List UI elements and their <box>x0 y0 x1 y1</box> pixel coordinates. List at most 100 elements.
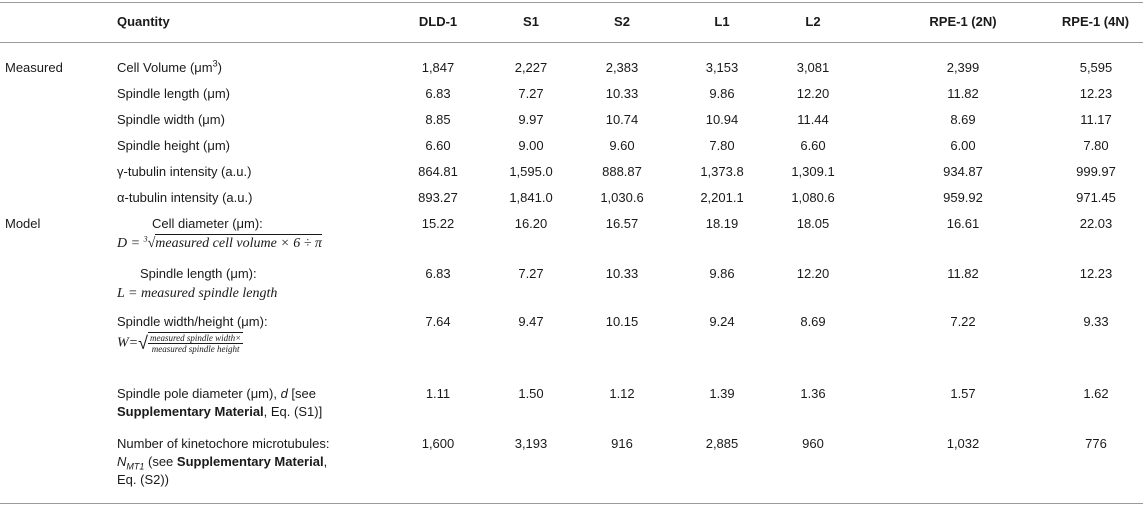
table-cell: 9.00 <box>518 138 544 153</box>
table-cell: 10.15 <box>605 314 639 329</box>
row-label-kinetochore-ref: Eq. (S2)) <box>117 472 170 487</box>
table-cell: 959.92 <box>943 190 983 205</box>
table-cell: 12.20 <box>796 266 830 281</box>
row-label-spindle-length: Spindle length (μm) <box>117 86 230 101</box>
table-cell: 12.23 <box>1079 266 1113 281</box>
row-label-gamma-tubulin: γ-tubulin intensity (a.u.) <box>117 164 252 179</box>
table-cell: 9.24 <box>709 314 735 329</box>
table-cell: 9.86 <box>709 266 735 281</box>
table-cell: 3,193 <box>514 436 548 451</box>
header-col-3: S2 <box>614 14 630 29</box>
table-cell: 7.27 <box>518 86 544 101</box>
formula-cell-diameter: D = 3√measured cell volume × 6 ÷ π <box>117 234 322 251</box>
table-cell: 10.33 <box>605 86 639 101</box>
table-cell: 11.82 <box>947 86 979 101</box>
table-cell: 864.81 <box>418 164 458 179</box>
table-cell: 16.61 <box>946 216 980 231</box>
header-col-5: L2 <box>805 14 821 29</box>
table-cell: 8.69 <box>800 314 826 329</box>
table-cell: 1.50 <box>518 386 544 401</box>
table-cell: 8.69 <box>950 112 976 127</box>
table-cell: 5,595 <box>1079 60 1113 75</box>
table-cell: 18.05 <box>796 216 830 231</box>
row-label-pole-diameter: Spindle pole diameter (μm), d [see <box>117 386 316 401</box>
table-cell: 1,841.0 <box>509 190 553 205</box>
table-cell: 2,383 <box>605 60 639 75</box>
table-cell: 7.22 <box>950 314 976 329</box>
formula-spindle-width-height: W=√ measured spindle width× measured spind… <box>117 332 244 354</box>
top-rule <box>0 2 1143 3</box>
table-cell: 2,227 <box>514 60 548 75</box>
table-cell: 12.20 <box>796 86 830 101</box>
table-cell: 11.17 <box>1080 112 1112 127</box>
table-cell: 1,030.6 <box>600 190 644 205</box>
header-quantity: Quantity <box>117 14 170 29</box>
table-cell: 1.36 <box>800 386 826 401</box>
row-label-model-spindle-length: Spindle length (μm): <box>140 266 257 281</box>
category-measured: Measured <box>5 60 63 75</box>
table-cell: 9.47 <box>518 314 544 329</box>
table-cell: 9.97 <box>518 112 544 127</box>
table-cell: 6.83 <box>425 266 451 281</box>
table-cell: 893.27 <box>418 190 458 205</box>
header-col-4: L1 <box>714 14 730 29</box>
table-cell: 916 <box>611 436 633 451</box>
row-label-cell-diameter: Cell diameter (μm): <box>152 216 263 231</box>
header-col-6: RPE-1 (2N) <box>929 14 997 29</box>
table-cell: 1.57 <box>950 386 976 401</box>
table-cell: 16.57 <box>605 216 639 231</box>
table-cell: 2,201.1 <box>700 190 744 205</box>
table-cell: 9.33 <box>1083 314 1109 329</box>
table-cell: 1,032 <box>946 436 980 451</box>
table-cell: 6.60 <box>425 138 451 153</box>
header-col-1: DLD-1 <box>418 14 458 29</box>
header-col-2: S1 <box>523 14 539 29</box>
table-cell: 11.82 <box>947 266 979 281</box>
table-cell: 12.23 <box>1079 86 1113 101</box>
table-cell: 1.11 <box>425 386 451 401</box>
table-cell: 888.87 <box>602 164 642 179</box>
table-cell: 15.22 <box>421 216 455 231</box>
bottom-rule <box>0 503 1143 504</box>
table-cell: 11.44 <box>797 112 829 127</box>
table-cell: 2,399 <box>946 60 980 75</box>
header-col-7: RPE-1 (4N) <box>1061 14 1130 29</box>
row-label-spindle-width: Spindle width (μm) <box>117 112 225 127</box>
formula-spindle-length: L = measured spindle length <box>117 286 278 301</box>
table-cell: 2,885 <box>705 436 739 451</box>
table-cell: 1,600 <box>421 436 455 451</box>
table-cell: 934.87 <box>943 164 983 179</box>
table-cell: 8.85 <box>425 112 451 127</box>
table-cell: 22.03 <box>1079 216 1113 231</box>
table-cell: 1.39 <box>709 386 735 401</box>
row-label-cell-volume: Cell Volume (μm3) <box>117 58 222 75</box>
table-cell: 1,373.8 <box>700 164 744 179</box>
table-cell: 1,847 <box>421 60 455 75</box>
table-cell: 960 <box>802 436 824 451</box>
table-cell: 10.74 <box>605 112 639 127</box>
table-cell: 3,153 <box>705 60 739 75</box>
table-cell: 10.33 <box>605 266 639 281</box>
table-cell: 999.97 <box>1076 164 1116 179</box>
table-cell: 6.60 <box>800 138 826 153</box>
table-cell: 1,595.0 <box>509 164 553 179</box>
row-label-alpha-tubulin: α-tubulin intensity (a.u.) <box>117 190 253 205</box>
header-rule <box>0 42 1143 43</box>
table-cell: 6.00 <box>950 138 976 153</box>
table-cell: 18.19 <box>705 216 739 231</box>
table-cell: 1,080.6 <box>791 190 835 205</box>
row-label-spindle-height: Spindle height (μm) <box>117 138 230 153</box>
category-model: Model <box>5 216 41 231</box>
table-cell: 776 <box>1085 436 1107 451</box>
table-cell: 7.80 <box>709 138 735 153</box>
table-cell: 7.80 <box>1083 138 1109 153</box>
table-cell: 16.20 <box>514 216 548 231</box>
table-cell: 7.64 <box>425 314 451 329</box>
table-cell: 1,309.1 <box>791 164 835 179</box>
table-cell: 10.94 <box>705 112 739 127</box>
table-cell: 9.86 <box>709 86 735 101</box>
row-label-kinetochore: Number of kinetochore microtubules: <box>117 436 330 451</box>
table-cell: 9.60 <box>609 138 635 153</box>
table-cell: 6.83 <box>425 86 451 101</box>
